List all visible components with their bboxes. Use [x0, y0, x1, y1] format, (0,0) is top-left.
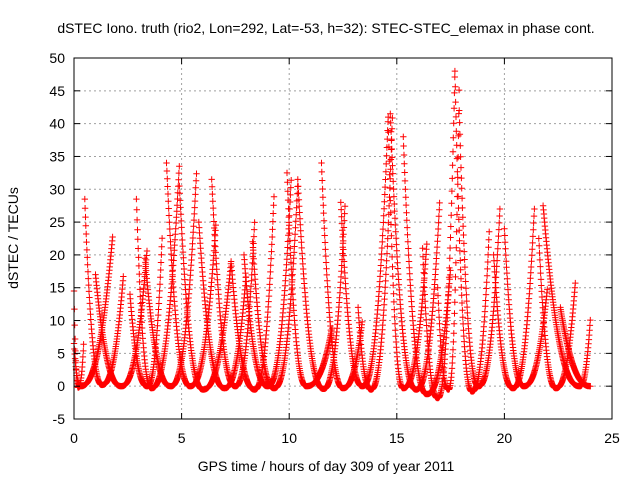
y-tick-label: 40 [49, 116, 65, 132]
data-marks [70, 67, 594, 402]
arc-series [354, 114, 396, 393]
y-tick-label: -5 [53, 411, 66, 427]
x-tick-labels: 0 5 10 15 20 25 [70, 430, 620, 446]
y-tick-label: 25 [49, 214, 65, 230]
arc-series [539, 202, 594, 390]
y-tick-label: 15 [49, 280, 65, 296]
chart-title: dSTEC Iono. truth (rio2, Lon=292, Lat=-5… [57, 20, 594, 36]
x-tick-label: 5 [178, 430, 186, 446]
y-tick-label: 5 [57, 345, 65, 361]
arc-series [490, 205, 538, 392]
arc-markers [535, 235, 579, 392]
arc-markers [208, 176, 258, 390]
arc-series [141, 170, 200, 390]
y-tick-label: 50 [49, 50, 65, 66]
arc-markers [318, 159, 366, 392]
arc-series [434, 86, 463, 393]
arc-series [419, 73, 458, 402]
arc-series [163, 159, 219, 390]
arc-markers [163, 159, 219, 390]
x-tick-label: 25 [604, 430, 620, 446]
axis-ticks [73, 57, 613, 420]
x-axis-label: GPS time / hours of day 309 of year 2011 [198, 458, 455, 474]
arc-markers [490, 205, 538, 392]
arc-markers [249, 183, 301, 392]
arc-series [208, 176, 258, 390]
arc-markers [539, 202, 594, 390]
arc-series [249, 183, 301, 392]
arc-markers [501, 225, 551, 390]
y-axis-label: dSTEC / TECUs [5, 187, 21, 289]
arc-series [535, 235, 579, 392]
y-tick-label: 35 [49, 148, 65, 164]
arc-series [318, 159, 366, 392]
y-tick-label: 30 [49, 181, 65, 197]
arc-series [557, 304, 594, 390]
arc-markers [141, 170, 200, 390]
x-tick-label: 10 [281, 430, 297, 446]
arc-markers [419, 73, 458, 402]
y-tick-labels: -5 0 5 10 15 20 25 30 35 40 45 50 [49, 50, 65, 427]
arc-markers [434, 86, 463, 393]
y-tick-label: 10 [49, 313, 65, 329]
arc-markers [557, 304, 594, 390]
y-tick-label: 20 [49, 247, 65, 263]
y-tick-label: 45 [49, 83, 65, 99]
x-tick-label: 20 [497, 430, 513, 446]
x-tick-label: 15 [389, 430, 405, 446]
plot-frame [73, 57, 613, 420]
x-tick-label: 0 [70, 430, 78, 446]
arc-series [501, 225, 551, 390]
arc-markers [354, 114, 396, 393]
y-tick-label: 0 [57, 378, 65, 394]
